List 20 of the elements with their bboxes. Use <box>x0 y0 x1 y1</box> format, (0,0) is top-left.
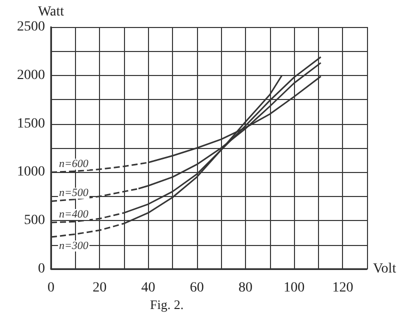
series-label: n=500 <box>59 187 89 200</box>
x-tick-label: 0 <box>48 280 54 296</box>
y-tick-label: 2500 <box>17 20 45 34</box>
y-tick-label: 1000 <box>17 164 45 180</box>
x-tick-label: 40 <box>141 280 156 296</box>
x-tick-label: 100 <box>284 280 305 296</box>
y-tick-label: 500 <box>24 213 45 228</box>
x-tick-label: 60 <box>190 280 204 296</box>
series-label: n=600 <box>59 158 89 170</box>
y-tick-label: 2000 <box>17 68 45 83</box>
x-axis-title: Volt <box>373 262 396 276</box>
series-label: n=400 <box>59 208 89 221</box>
y-tick-label: 1500 <box>17 116 45 132</box>
series-label: n=300 <box>59 240 89 252</box>
x-tick-label: 20 <box>92 280 107 296</box>
x-tick-label: 80 <box>238 280 252 296</box>
y-axis-title: Watt <box>38 4 64 20</box>
y-tick-label: 0 <box>38 262 45 276</box>
x-tick-label: 120 <box>332 280 354 296</box>
caption: Fig. 2. <box>150 297 184 312</box>
